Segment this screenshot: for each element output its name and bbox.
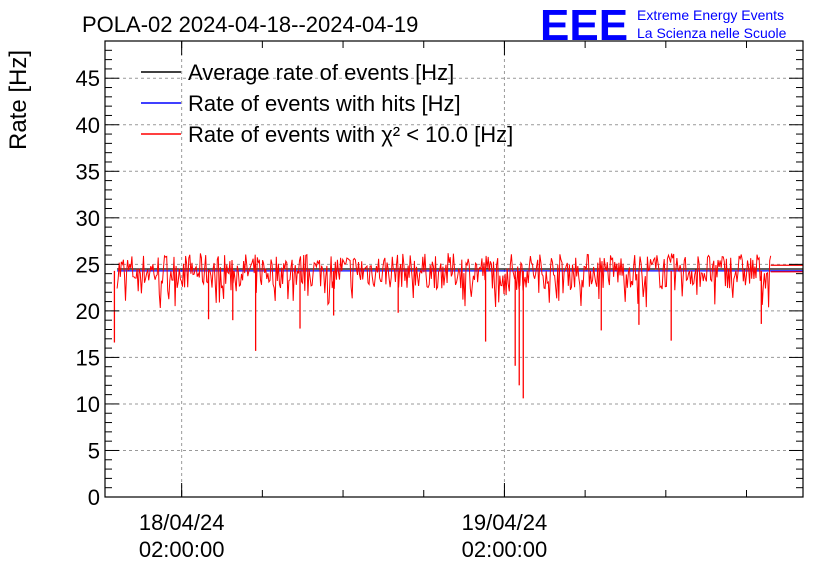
- y-tick-label: 10: [76, 392, 100, 417]
- x-tick-date: 19/04/24: [462, 510, 548, 535]
- axes: [104, 40, 804, 498]
- x-tick-date: 18/04/24: [139, 510, 225, 535]
- y-ticks: 0 5 10 15 20 25 30 35 40 45: [76, 40, 803, 510]
- y-tick-label: 30: [76, 206, 100, 231]
- y-tick-label: 45: [76, 66, 100, 91]
- chart-title: POLA-02 2024-04-18--2024-04-19: [82, 12, 418, 37]
- legend-label-chi2: Rate of events with χ² < 10.0 [Hz]: [188, 122, 513, 147]
- series-group: [113, 253, 803, 399]
- y-tick-label: 0: [88, 485, 100, 510]
- y-axis-label: Rate [Hz]: [5, 50, 32, 150]
- legend-label-average: Average rate of events [Hz]: [188, 60, 454, 85]
- y-tick-label: 25: [76, 252, 100, 277]
- brand-line-1: Extreme Energy Events: [637, 7, 784, 23]
- y-tick-label: 5: [88, 438, 100, 463]
- legend: Average rate of events [Hz] Rate of even…: [141, 60, 513, 147]
- y-tick-label: 40: [76, 113, 100, 138]
- y-tick-label: 20: [76, 299, 100, 324]
- y-tick-label: 15: [76, 345, 100, 370]
- eee-logo: EEE: [540, 1, 628, 50]
- plot-frame: [104, 40, 804, 498]
- x-tick-time: 02:00:00: [139, 537, 225, 562]
- legend-label-hits: Rate of events with hits [Hz]: [188, 91, 461, 116]
- series-chi2-line: [116, 253, 772, 309]
- y-tick-label: 35: [76, 159, 100, 184]
- brand-line-2: La Scienza nelle Scuole: [637, 25, 787, 41]
- x-tick-time: 02:00:00: [462, 537, 548, 562]
